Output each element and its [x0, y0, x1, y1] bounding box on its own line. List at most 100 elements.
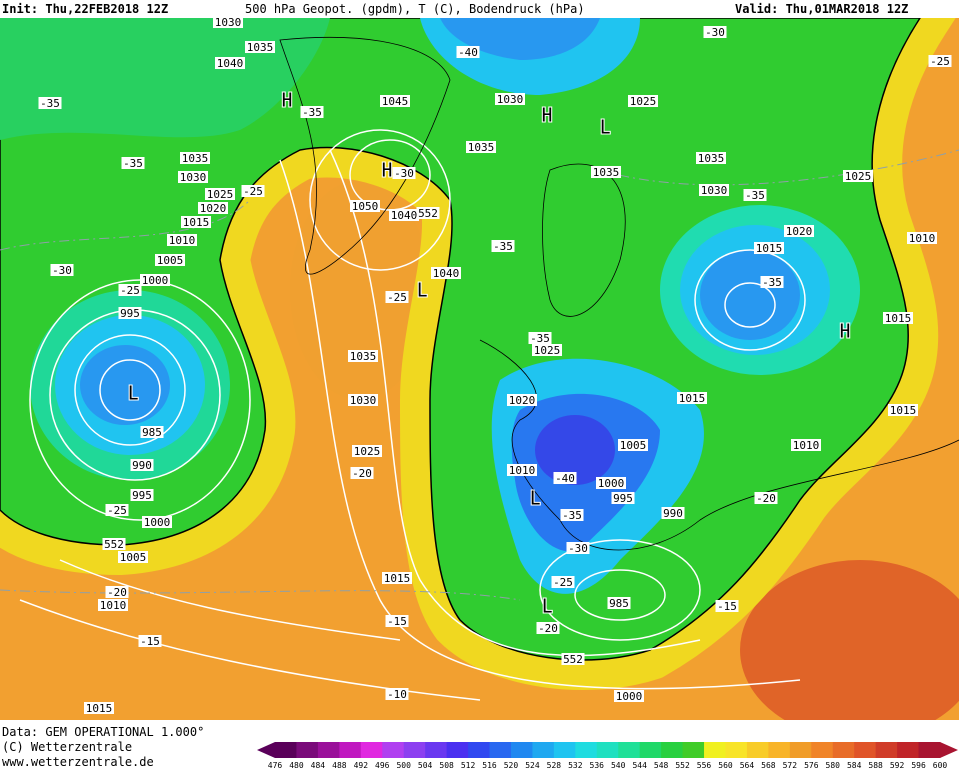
scale-label: 512 [461, 761, 476, 770]
label-box [614, 690, 644, 702]
scale-label: 504 [418, 761, 433, 770]
isoline-label: 1025 [354, 445, 381, 458]
label-box [389, 209, 419, 221]
label-box [348, 394, 378, 406]
isoline-label: 1005 [120, 551, 147, 564]
label-box [241, 185, 265, 197]
label-box [138, 635, 162, 647]
scale-label: 564 [740, 761, 755, 770]
label-box [611, 492, 635, 504]
label-box [385, 615, 409, 627]
label-box [140, 274, 170, 286]
pressure-center: H [541, 103, 553, 127]
label-box [245, 41, 275, 53]
scale-swatch [897, 742, 920, 758]
label-box [416, 207, 440, 219]
scale-label: 516 [482, 761, 497, 770]
label-box [561, 653, 585, 665]
isoline-label: 1020 [786, 225, 813, 238]
label-box [791, 439, 821, 451]
label-box [121, 157, 145, 169]
pressure-center: H [381, 158, 393, 182]
isoline-label: 1010 [793, 439, 820, 452]
label-box [155, 254, 185, 266]
isoline-label: -20 [756, 492, 776, 505]
label-box [495, 93, 525, 105]
pressure-center: L [599, 115, 611, 139]
label-box [382, 572, 412, 584]
label-box [118, 551, 148, 563]
label-box [102, 538, 126, 550]
isoline-label: -15 [717, 600, 737, 613]
label-box [699, 184, 729, 196]
label-box [553, 472, 577, 484]
isoline-label: 1030 [215, 16, 242, 29]
scale-label: 596 [911, 761, 926, 770]
isoline-label: 1010 [169, 234, 196, 247]
isoline-label: 1000 [598, 477, 625, 490]
scale-label: 476 [268, 761, 283, 770]
isoline-label: -15 [387, 615, 407, 628]
isoline-label: -35 [530, 332, 550, 345]
label-box [466, 141, 496, 153]
isoline-label: -20 [538, 622, 558, 635]
isoline-label: -35 [562, 509, 582, 522]
label-box [456, 46, 480, 58]
scale-label: 536 [590, 761, 605, 770]
isoline-label: 985 [142, 426, 162, 439]
label-box [105, 586, 129, 598]
label-box [350, 467, 374, 479]
isoline-label: 990 [663, 507, 683, 520]
scale-swatch [425, 742, 448, 758]
scale-label: 568 [761, 761, 776, 770]
isoline-label: -25 [107, 504, 127, 517]
scale-arrow-left [257, 742, 275, 758]
label-box [607, 597, 631, 609]
isoline-label: 1015 [86, 702, 113, 715]
isoline-label: 1035 [247, 41, 274, 54]
scale-label: 480 [289, 761, 304, 770]
scale-swatch [768, 742, 791, 758]
label-box [888, 404, 918, 416]
label-box [507, 464, 537, 476]
scale-label: 552 [675, 761, 690, 770]
label-box [703, 26, 727, 38]
isoline-label: -20 [352, 467, 372, 480]
isoline-label: 1030 [701, 184, 728, 197]
scale-swatch [489, 742, 512, 758]
label-box [883, 312, 913, 324]
scale-swatch [811, 742, 834, 758]
isoline-label: 1025 [207, 188, 234, 201]
scale-swatch [553, 742, 576, 758]
label-box [215, 57, 245, 69]
isoline-label: 1005 [157, 254, 184, 267]
scale-swatch [296, 742, 319, 758]
isoline-label: 1030 [180, 171, 207, 184]
scale-swatch [854, 742, 877, 758]
isoline-label: 1015 [756, 242, 783, 255]
label-box [198, 202, 228, 214]
valid-text: Valid: Thu,01MAR2018 12Z [735, 2, 908, 16]
isoline-label: 1015 [890, 404, 917, 417]
label-box [784, 225, 814, 237]
label-box [130, 489, 154, 501]
isoline-label: -35 [745, 189, 765, 202]
isoline-label: 1015 [384, 572, 411, 585]
pressure-center: L [541, 594, 553, 618]
scale-arrow-right [940, 742, 958, 758]
label-box [385, 688, 409, 700]
isoline-label: 1025 [845, 170, 872, 183]
label-box [528, 332, 552, 344]
scale-swatch [639, 742, 662, 758]
scale-label: 496 [375, 761, 390, 770]
scale-swatch [339, 742, 362, 758]
label-box [491, 240, 515, 252]
footer-data: Data: GEM OPERATIONAL 1.000° [2, 725, 204, 739]
header-bar [0, 0, 959, 18]
label-box [118, 307, 142, 319]
label-box [532, 344, 562, 356]
scale-swatch [832, 742, 855, 758]
isoline-label: 1010 [509, 464, 536, 477]
isoline-label: 995 [613, 492, 633, 505]
